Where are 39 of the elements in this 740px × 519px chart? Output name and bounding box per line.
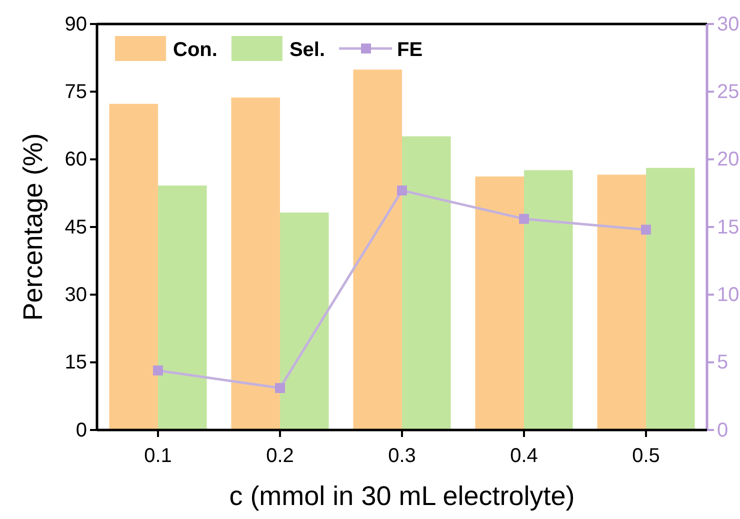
point	[519, 214, 529, 224]
bar	[524, 170, 573, 430]
bar	[231, 98, 280, 430]
bar	[475, 176, 524, 430]
y-axis-title: Percentage (%)	[18, 133, 48, 321]
legend-label: Sel.	[289, 39, 326, 61]
y2-tick-label: 0	[717, 419, 728, 442]
y-tick-label: 90	[64, 13, 87, 36]
x-tick-label: 0.4	[510, 445, 538, 467]
x-axis-title: c (mmol in 30 mL electrolyte)	[229, 481, 575, 511]
legend-label: FE	[397, 39, 423, 61]
bar	[597, 174, 646, 430]
point	[397, 185, 407, 196]
legend-label: Con.	[173, 39, 218, 61]
point	[153, 365, 163, 376]
y-tick-label: 30	[64, 284, 87, 306]
y2-tick-label: 25	[717, 81, 740, 104]
point	[275, 383, 285, 394]
x-tick-label: 0.2	[266, 445, 294, 467]
x-tick-label: 0.1	[144, 445, 172, 467]
bar	[280, 212, 329, 430]
bar	[158, 186, 207, 430]
x-tick-label: 0.5	[632, 445, 660, 467]
y2-tick-label: 10	[717, 284, 740, 306]
y-tick-label: 45	[64, 216, 87, 238]
y2-tick-label: 15	[717, 216, 740, 238]
y2-tick-label: 5	[717, 352, 728, 374]
bar	[402, 136, 451, 430]
y-tick-label: 60	[64, 148, 87, 171]
bar	[646, 168, 695, 430]
bar	[353, 70, 402, 430]
bar	[109, 104, 158, 430]
y2-tick-label: 20	[717, 148, 740, 171]
y-tick-label: 0	[76, 419, 87, 442]
y-tick-label: 75	[64, 81, 87, 104]
y-tick-label: 15	[64, 352, 87, 374]
y2-tick-label: 30	[717, 13, 740, 36]
x-tick-label: 0.3	[388, 445, 416, 467]
point	[641, 224, 651, 235]
